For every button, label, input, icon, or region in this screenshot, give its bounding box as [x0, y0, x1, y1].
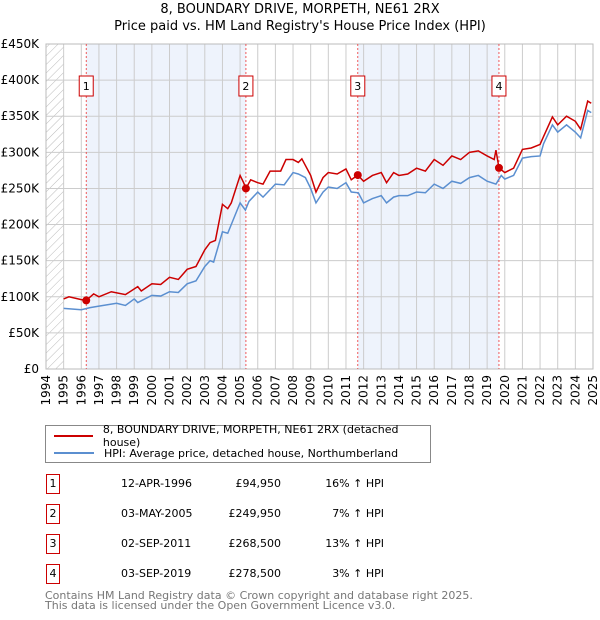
y-tick-label: £350K: [1, 109, 41, 123]
x-tick-label: 2010: [321, 375, 335, 406]
sale-price: £94,950: [235, 477, 282, 490]
y-tick-label: £200K: [1, 218, 41, 232]
x-tick-label: 2013: [374, 375, 388, 406]
legend-item-hpi: HPI: Average price, detached house, Nort…: [54, 445, 398, 461]
x-tick-label: 2022: [533, 375, 547, 406]
x-tick-label: 1994: [39, 375, 53, 406]
x-tick-label: 2009: [304, 375, 318, 406]
x-tick-label: 1998: [110, 375, 124, 406]
sale-point: [241, 184, 250, 193]
sale-label-box: [491, 75, 507, 97]
sale-label: 4: [495, 80, 502, 93]
sale-price: £278,500: [228, 567, 282, 580]
x-tick-label: 2002: [180, 375, 194, 406]
x-tick-label: 2012: [357, 375, 371, 406]
x-tick-label: 2006: [251, 375, 265, 406]
ownership-shade: [86, 44, 246, 369]
x-tick-label: 2019: [480, 375, 494, 406]
plot-border: [45, 43, 594, 370]
sale-row: 1 12-APR-1996 £94,950 16% ↑ HPI: [46, 474, 446, 494]
legend-label: 8, BOUNDARY DRIVE, MORPETH, NE61 2RX (de…: [102, 423, 399, 449]
y-tick-label: £250K: [1, 181, 41, 195]
no-data-region: [46, 44, 64, 369]
x-tick-label: 2011: [339, 375, 353, 406]
x-tick-label: 1997: [92, 375, 106, 406]
legend-item-property: 8, BOUNDARY DRIVE, MORPETH, NE61 2RX (de…: [54, 423, 430, 449]
chart-subtitle: Price paid vs. HM Land Registry's House …: [114, 19, 486, 34]
x-tick-label: 1996: [74, 375, 88, 406]
x-tick-label: 2017: [445, 375, 459, 406]
price-chart: 1994 1995 1996 1997 1998 1999 2000 2001 2002 2003…: [1, 37, 600, 406]
sale-point: [494, 163, 503, 172]
sale-price: £268,500: [228, 537, 282, 550]
sale-row: 2 03-MAY-2005 £249,950 7% ↑ HPI: [46, 504, 446, 524]
sale-date: 03-MAY-2005: [121, 507, 193, 520]
x-tick-label: 2023: [551, 375, 565, 406]
x-tick-label: 2007: [268, 375, 282, 406]
sale-hpi-diff: 16% ↑ HPI: [325, 477, 384, 490]
x-tick-label: 2001: [163, 375, 177, 406]
y-tick-label: £50K: [8, 326, 40, 340]
sale-label-box: [350, 75, 366, 97]
chart-title: 8, BOUNDARY DRIVE, MORPETH, NE61 2RX: [160, 2, 440, 17]
sale-number-badge: 2: [46, 504, 60, 524]
sale-label: 2: [242, 80, 249, 93]
x-tick-label: 2025: [586, 375, 600, 406]
sale-date: 12-APR-1996: [121, 477, 193, 490]
sale-label-box: [238, 75, 254, 97]
sale-hpi-diff: 13% ↑ HPI: [325, 537, 384, 550]
legend-line-blue: [54, 452, 94, 454]
x-tick-label: 2024: [568, 375, 582, 406]
sale-row: 4 03-SEP-2019 £278,500 3% ↑ HPI: [46, 564, 446, 584]
sale-hpi-diff: 7% ↑ HPI: [332, 507, 384, 520]
x-tick-label: 2008: [286, 375, 300, 406]
property-price-line: [63, 99, 592, 302]
y-tick-label: £300K: [1, 145, 41, 159]
y-tick-label: £100K: [1, 290, 41, 304]
y-tick-label: £400K: [1, 73, 41, 87]
sale-price: £249,950: [228, 507, 282, 520]
x-tick-label: 1995: [57, 375, 71, 406]
sale-label: 1: [83, 80, 90, 93]
x-tick-label: 2014: [392, 375, 406, 406]
y-tick-label: £150K: [1, 254, 41, 268]
y-tick-label: £450K: [1, 37, 41, 51]
y-tick-label: £0: [24, 362, 39, 376]
footer-copyright: Contains HM Land Registry data © Crown c…: [45, 589, 473, 602]
sale-label-box: [78, 75, 94, 97]
sale-date: 03-SEP-2019: [121, 567, 192, 580]
sale-number-badge: 1: [46, 474, 60, 494]
legend-line-red: [54, 435, 93, 437]
x-tick-label: 2003: [198, 375, 212, 406]
legend: 8, BOUNDARY DRIVE, MORPETH, NE61 2RX (de…: [45, 423, 431, 463]
sale-label: 3: [354, 80, 361, 93]
x-tick-label: 2016: [427, 375, 441, 406]
footer-licence: This data is licensed under the Open Gov…: [45, 599, 396, 612]
x-tick-label: 2000: [145, 375, 159, 406]
x-tick-label: 2021: [515, 375, 529, 406]
sale-hpi-diff: 3% ↑ HPI: [332, 567, 384, 580]
hpi-line: [63, 109, 592, 311]
x-tick-label: 2004: [215, 375, 229, 406]
ownership-shade: [357, 44, 499, 369]
sale-row: 3 02-SEP-2011 £268,500 13% ↑ HPI: [46, 534, 446, 554]
x-tick-label: 2005: [233, 375, 247, 406]
sale-number-badge: 3: [46, 534, 60, 554]
sale-date: 02-SEP-2011: [121, 537, 192, 550]
sale-point: [82, 296, 91, 305]
sale-point: [353, 171, 362, 180]
x-tick-label: 2018: [462, 375, 476, 406]
x-tick-label: 2020: [498, 375, 512, 406]
legend-label: HPI: Average price, detached house, Nort…: [104, 446, 399, 460]
x-tick-label: 2015: [410, 375, 424, 406]
x-tick-label: 1999: [127, 375, 141, 406]
sale-number-badge: 4: [46, 564, 60, 584]
